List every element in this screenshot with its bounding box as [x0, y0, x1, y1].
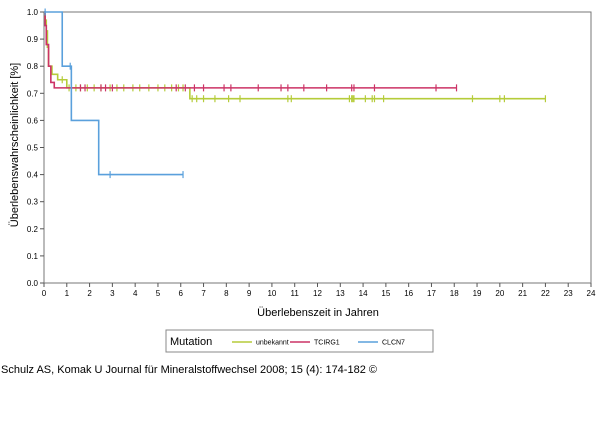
x-tick-label: 22 — [541, 289, 550, 298]
x-tick-label: 8 — [224, 289, 229, 298]
x-tick-label: 9 — [247, 289, 252, 298]
legend-entry-label: unbekannt — [256, 340, 289, 347]
series-layer — [44, 8, 547, 179]
x-tick-label: 2 — [87, 289, 92, 298]
x-tick-label: 13 — [336, 289, 345, 298]
legend-box — [165, 329, 434, 353]
x-tick-label: 16 — [404, 289, 413, 298]
x-axis: 0 1 2 3 4 5 6 7 8 9 10 11 12 13 14 15 16 17 18 19 20 21 22 23 24 — [42, 283, 596, 298]
x-tick-label: 11 — [291, 289, 300, 298]
x-tick-label: 20 — [495, 289, 504, 298]
plot-frame — [43, 11, 592, 284]
legend-entry-label: CLCN7 — [382, 340, 405, 347]
legend-title: Mutation — [170, 336, 212, 348]
legend: Mutation unbekannt TCIRG1 CLCN7 — [165, 329, 434, 353]
y-tick-label: 0.2 — [27, 225, 39, 234]
y-tick-label: 0.1 — [27, 252, 39, 261]
y-tick-label: 1.0 — [27, 8, 39, 17]
y-tick-label: 0.7 — [27, 89, 39, 98]
series-tcirg1 — [44, 11, 458, 92]
x-tick-label: 0 — [42, 289, 47, 298]
x-tick-label: 5 — [156, 289, 161, 298]
plot-border — [43, 11, 592, 284]
x-tick-label: 3 — [110, 289, 115, 298]
x-tick-label: 6 — [179, 289, 184, 298]
y-tick-label: 0.9 — [27, 35, 39, 44]
y-axis: 0.0 0.1 0.2 0.3 0.4 0.5 0.6 0.7 0.8 0.9 1.0 — [27, 8, 44, 288]
y-tick-label: 0.0 — [27, 279, 39, 288]
series-clcn7 — [44, 8, 184, 179]
x-tick-label: 18 — [450, 289, 459, 298]
x-tick-label: 19 — [473, 289, 482, 298]
x-tick-label: 24 — [587, 289, 596, 298]
y-axis-title: Überlebenswahrscheinlichkeit [%] — [9, 63, 21, 227]
series-line — [44, 11, 184, 176]
x-tick-label: 7 — [201, 289, 206, 298]
x-tick-label: 17 — [427, 289, 436, 298]
x-tick-label: 4 — [133, 289, 138, 298]
y-tick-label: 0.3 — [27, 198, 39, 207]
y-tick-label: 0.8 — [27, 62, 39, 71]
x-tick-label: 15 — [381, 289, 390, 298]
series-line — [44, 11, 457, 89]
x-axis-title: Überlebenszeit in Jahren — [257, 307, 379, 319]
y-tick-label: 0.5 — [27, 144, 39, 153]
x-tick-label: 21 — [518, 289, 527, 298]
x-tick-label: 14 — [359, 289, 368, 298]
citation-text: Schulz AS, Komak U Journal für Mineralst… — [1, 364, 377, 376]
x-tick-label: 23 — [564, 289, 573, 298]
y-tick-label: 0.6 — [27, 116, 39, 125]
legend-entry-label: TCIRG1 — [314, 340, 340, 347]
x-tick-label: 12 — [313, 289, 322, 298]
y-tick-label: 0.4 — [27, 171, 39, 180]
x-tick-label: 10 — [267, 289, 276, 298]
x-tick-label: 1 — [65, 289, 70, 298]
